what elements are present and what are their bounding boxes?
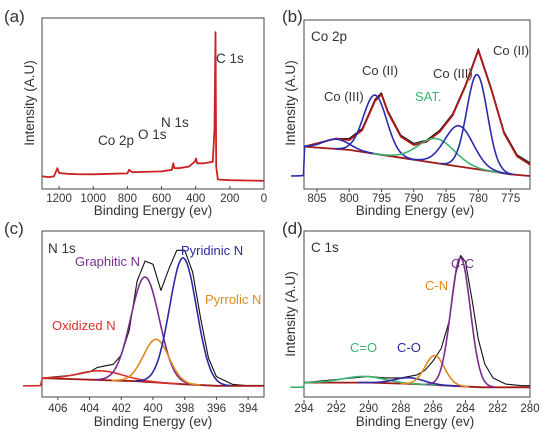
x-tick-label-a-6: 0 (261, 193, 267, 205)
annotation-c1s: C 1s (216, 51, 244, 66)
x-tick-label-c-5: 396 (207, 403, 226, 415)
annotation-ceo: C=O (350, 340, 377, 355)
x-ticks-c: 406 404 402 400 398 396 394 (48, 397, 258, 415)
y-axis-label-b: Intensity (A.U) (283, 60, 298, 146)
x-tick-label-d-4: 286 (424, 403, 443, 415)
x-tick-label-b-6: 775 (501, 193, 520, 205)
peak-fit-b-5 (372, 137, 500, 174)
panel-title-b: Co 2p (311, 29, 347, 44)
annotation-co: C-O (397, 340, 421, 355)
series-b (291, 48, 531, 177)
panel-d: (d) 294 292 290 288 286 284 282 280 Binding Ene… (282, 219, 540, 429)
annotation-cn: C-N (425, 278, 448, 293)
y-axis-label-d: Intensity (A.U) (283, 271, 298, 357)
envelope-line-b (303, 49, 531, 166)
peak-fit-d-3 (358, 376, 460, 387)
panel-label-b: (b) (282, 7, 303, 26)
x-tick-label-c-2: 402 (112, 403, 131, 415)
peak-fit-c-2 (23, 370, 179, 387)
x-tick-label-a-5: 200 (220, 193, 239, 205)
peak-fit-b-6 (409, 124, 509, 175)
peak-fit-c-3 (95, 276, 196, 386)
annotation-co3-right: Co (III) (433, 66, 473, 81)
plot-frame-d (303, 230, 531, 398)
x-tick-label-a-4: 400 (186, 193, 205, 205)
series-a (41, 31, 265, 182)
x-tick-label-b-0: 805 (307, 193, 326, 205)
panel-title-d: C 1s (311, 240, 339, 255)
x-tick-label-d-5: 284 (456, 403, 476, 415)
x-tick-label-a-3: 600 (152, 193, 171, 205)
x-tick-label-c-3: 400 (143, 403, 162, 415)
annotation-n1s: N 1s (161, 115, 189, 130)
peak-fit-b-3 (291, 138, 382, 177)
panel-label-c: (c) (4, 219, 24, 238)
x-tick-label-c-6: 394 (239, 403, 259, 415)
x-tick-label-d-2: 290 (359, 403, 378, 415)
annotation-graphitic-n: Graphitic N (75, 254, 140, 269)
x-tick-label-c-0: 406 (48, 403, 67, 415)
x-tick-label-d-1: 292 (327, 403, 346, 415)
raw-line-d (303, 254, 530, 387)
panel-c: (c) 406 404 402 400 398 396 394 Binding Energy… (4, 219, 265, 429)
x-tick-label-c-4: 398 (175, 403, 194, 415)
series-c (23, 249, 264, 387)
x-tick-label-b-4: 785 (436, 193, 455, 205)
panel-a: (a) 1200 1000 800 600 400 200 0 Binding Energy… (4, 7, 267, 218)
raw-line-c (41, 249, 264, 387)
peak-fit-d-5 (426, 256, 495, 388)
x-tick-label-a-2: 800 (118, 193, 137, 205)
peak-fit-d-4 (400, 354, 469, 388)
panel-title-c: N 1s (48, 241, 76, 256)
x-axis-label-b: Binding Energy (ev) (356, 203, 475, 218)
panel-label-a: (a) (4, 7, 25, 26)
peak-fit-c-5 (135, 257, 231, 387)
x-tick-label-b-3: 790 (404, 193, 423, 205)
annotation-o1s: O 1s (138, 127, 167, 142)
plot-frame-b (303, 19, 531, 190)
annotation-pyrrolic-n: Pyrrolic N (205, 292, 261, 307)
annotation-co2-left: Co (II) (362, 63, 398, 78)
x-tick-label-d-6: 282 (488, 403, 507, 415)
spectrum-line-a (41, 31, 265, 182)
annotation-co3-left: Co (III) (324, 89, 364, 104)
x-tick-label-a-0: 1200 (46, 193, 72, 205)
x-ticks-d: 294 292 290 288 286 284 282 280 (294, 400, 540, 415)
x-tick-label-d-7: 280 (520, 403, 539, 415)
x-tick-label-b-1: 800 (340, 193, 359, 205)
annotation-oxidized-n: Oxidized N (52, 318, 116, 333)
x-tick-label-d-0: 294 (294, 403, 314, 415)
annotation-sat: SAT. (415, 89, 442, 104)
x-axis-label-a: Binding Energy (ev) (94, 203, 213, 218)
x-tick-label-b-5: 780 (469, 193, 488, 205)
x-tick-label-a-1: 1000 (80, 193, 106, 205)
panel-label-d: (d) (282, 219, 303, 238)
annotation-co2-right: Co (II) (493, 43, 529, 58)
x-axis-label-c: Binding Energy (ev) (94, 414, 213, 429)
annotation-pyridinic-n: Pyridinic N (181, 243, 243, 258)
x-ticks-a: 1200 1000 800 600 400 200 0 (46, 186, 267, 205)
peak-fit-c-4 (111, 338, 201, 386)
x-tick-label-d-3: 288 (391, 403, 410, 415)
plot-frame-a (41, 17, 265, 190)
annotation-cc: C-C (451, 256, 474, 271)
peak-fit-b-7 (440, 73, 514, 176)
y-axis-label-a: Intensity (A.U) (22, 60, 37, 146)
x-ticks-b: 805 800 795 790 785 780 775 (307, 189, 520, 205)
x-tick-label-c-1: 404 (80, 403, 100, 415)
x-tick-label-b-2: 795 (372, 193, 391, 205)
x-axis-label-d: Binding Energy (ev) (356, 414, 475, 429)
panel-b: (b) 805 800 795 790 785 780 775 Binding Energy… (282, 7, 531, 218)
peak-fit-d-2 (290, 375, 438, 388)
series-d (290, 254, 530, 389)
annotation-co2p: Co 2p (98, 133, 134, 148)
